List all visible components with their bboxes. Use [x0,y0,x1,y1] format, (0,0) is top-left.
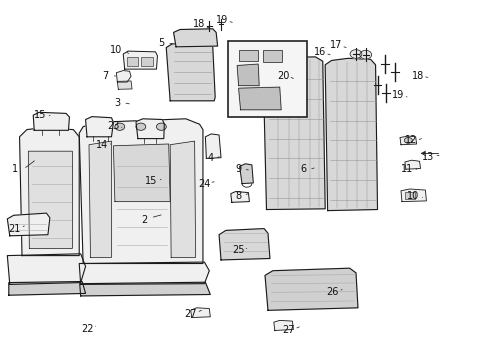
Polygon shape [28,151,72,248]
Polygon shape [190,308,210,318]
Polygon shape [239,164,253,184]
Polygon shape [170,141,195,257]
Polygon shape [123,51,157,69]
Text: 25: 25 [232,245,244,255]
Polygon shape [20,128,79,256]
Polygon shape [325,58,377,211]
Text: 27: 27 [184,309,197,319]
Text: 10: 10 [406,191,419,201]
Text: 27: 27 [282,325,294,336]
Text: 17: 17 [329,40,342,50]
Polygon shape [404,160,420,169]
Text: 15: 15 [145,176,158,186]
Polygon shape [79,119,203,264]
Bar [141,57,153,66]
Polygon shape [113,144,170,202]
Text: 10: 10 [110,45,122,55]
Polygon shape [7,254,85,284]
FancyBboxPatch shape [228,41,306,117]
Bar [263,50,281,62]
Text: 26: 26 [325,287,338,297]
Polygon shape [219,229,269,260]
Text: 11: 11 [400,164,412,174]
Text: 2: 2 [141,215,147,225]
Text: 20: 20 [277,71,289,81]
Polygon shape [33,112,69,130]
Text: 7: 7 [102,71,108,81]
Polygon shape [166,42,215,101]
Text: 18: 18 [411,71,424,81]
Text: 1: 1 [12,164,18,174]
Text: 13: 13 [421,152,433,162]
Bar [404,192,414,199]
Text: 3: 3 [114,98,120,108]
Text: 5: 5 [158,38,164,48]
Bar [127,57,138,66]
Polygon shape [116,71,131,82]
Polygon shape [400,189,426,202]
Circle shape [136,123,145,130]
Text: 9: 9 [235,164,241,174]
Text: 12: 12 [404,135,416,145]
Bar [238,50,258,61]
Text: 19: 19 [391,90,404,100]
Text: 21: 21 [8,224,21,234]
Text: 6: 6 [300,164,305,174]
Polygon shape [264,268,357,310]
Circle shape [115,123,124,130]
Polygon shape [399,136,416,145]
Text: 19: 19 [216,15,228,25]
Circle shape [404,138,411,143]
Polygon shape [230,192,249,202]
Text: 14: 14 [95,140,108,150]
Text: 22: 22 [81,324,93,334]
Polygon shape [9,282,85,295]
Text: 8: 8 [235,191,241,201]
Polygon shape [136,119,164,139]
Text: 15: 15 [34,110,46,120]
Polygon shape [79,262,209,284]
Circle shape [349,50,361,58]
Text: 16: 16 [313,47,326,57]
Polygon shape [85,117,113,137]
Polygon shape [238,87,281,110]
Text: 24: 24 [198,179,210,189]
Circle shape [359,50,371,59]
Polygon shape [117,81,132,89]
Text: 4: 4 [207,153,213,163]
Polygon shape [7,213,50,236]
Text: 23: 23 [107,121,120,131]
Polygon shape [237,64,259,86]
Circle shape [156,123,166,130]
Polygon shape [205,134,221,158]
Polygon shape [89,141,111,257]
Polygon shape [80,282,210,296]
Polygon shape [173,29,217,47]
Polygon shape [263,57,325,210]
Polygon shape [273,320,293,330]
Text: 18: 18 [193,19,205,30]
